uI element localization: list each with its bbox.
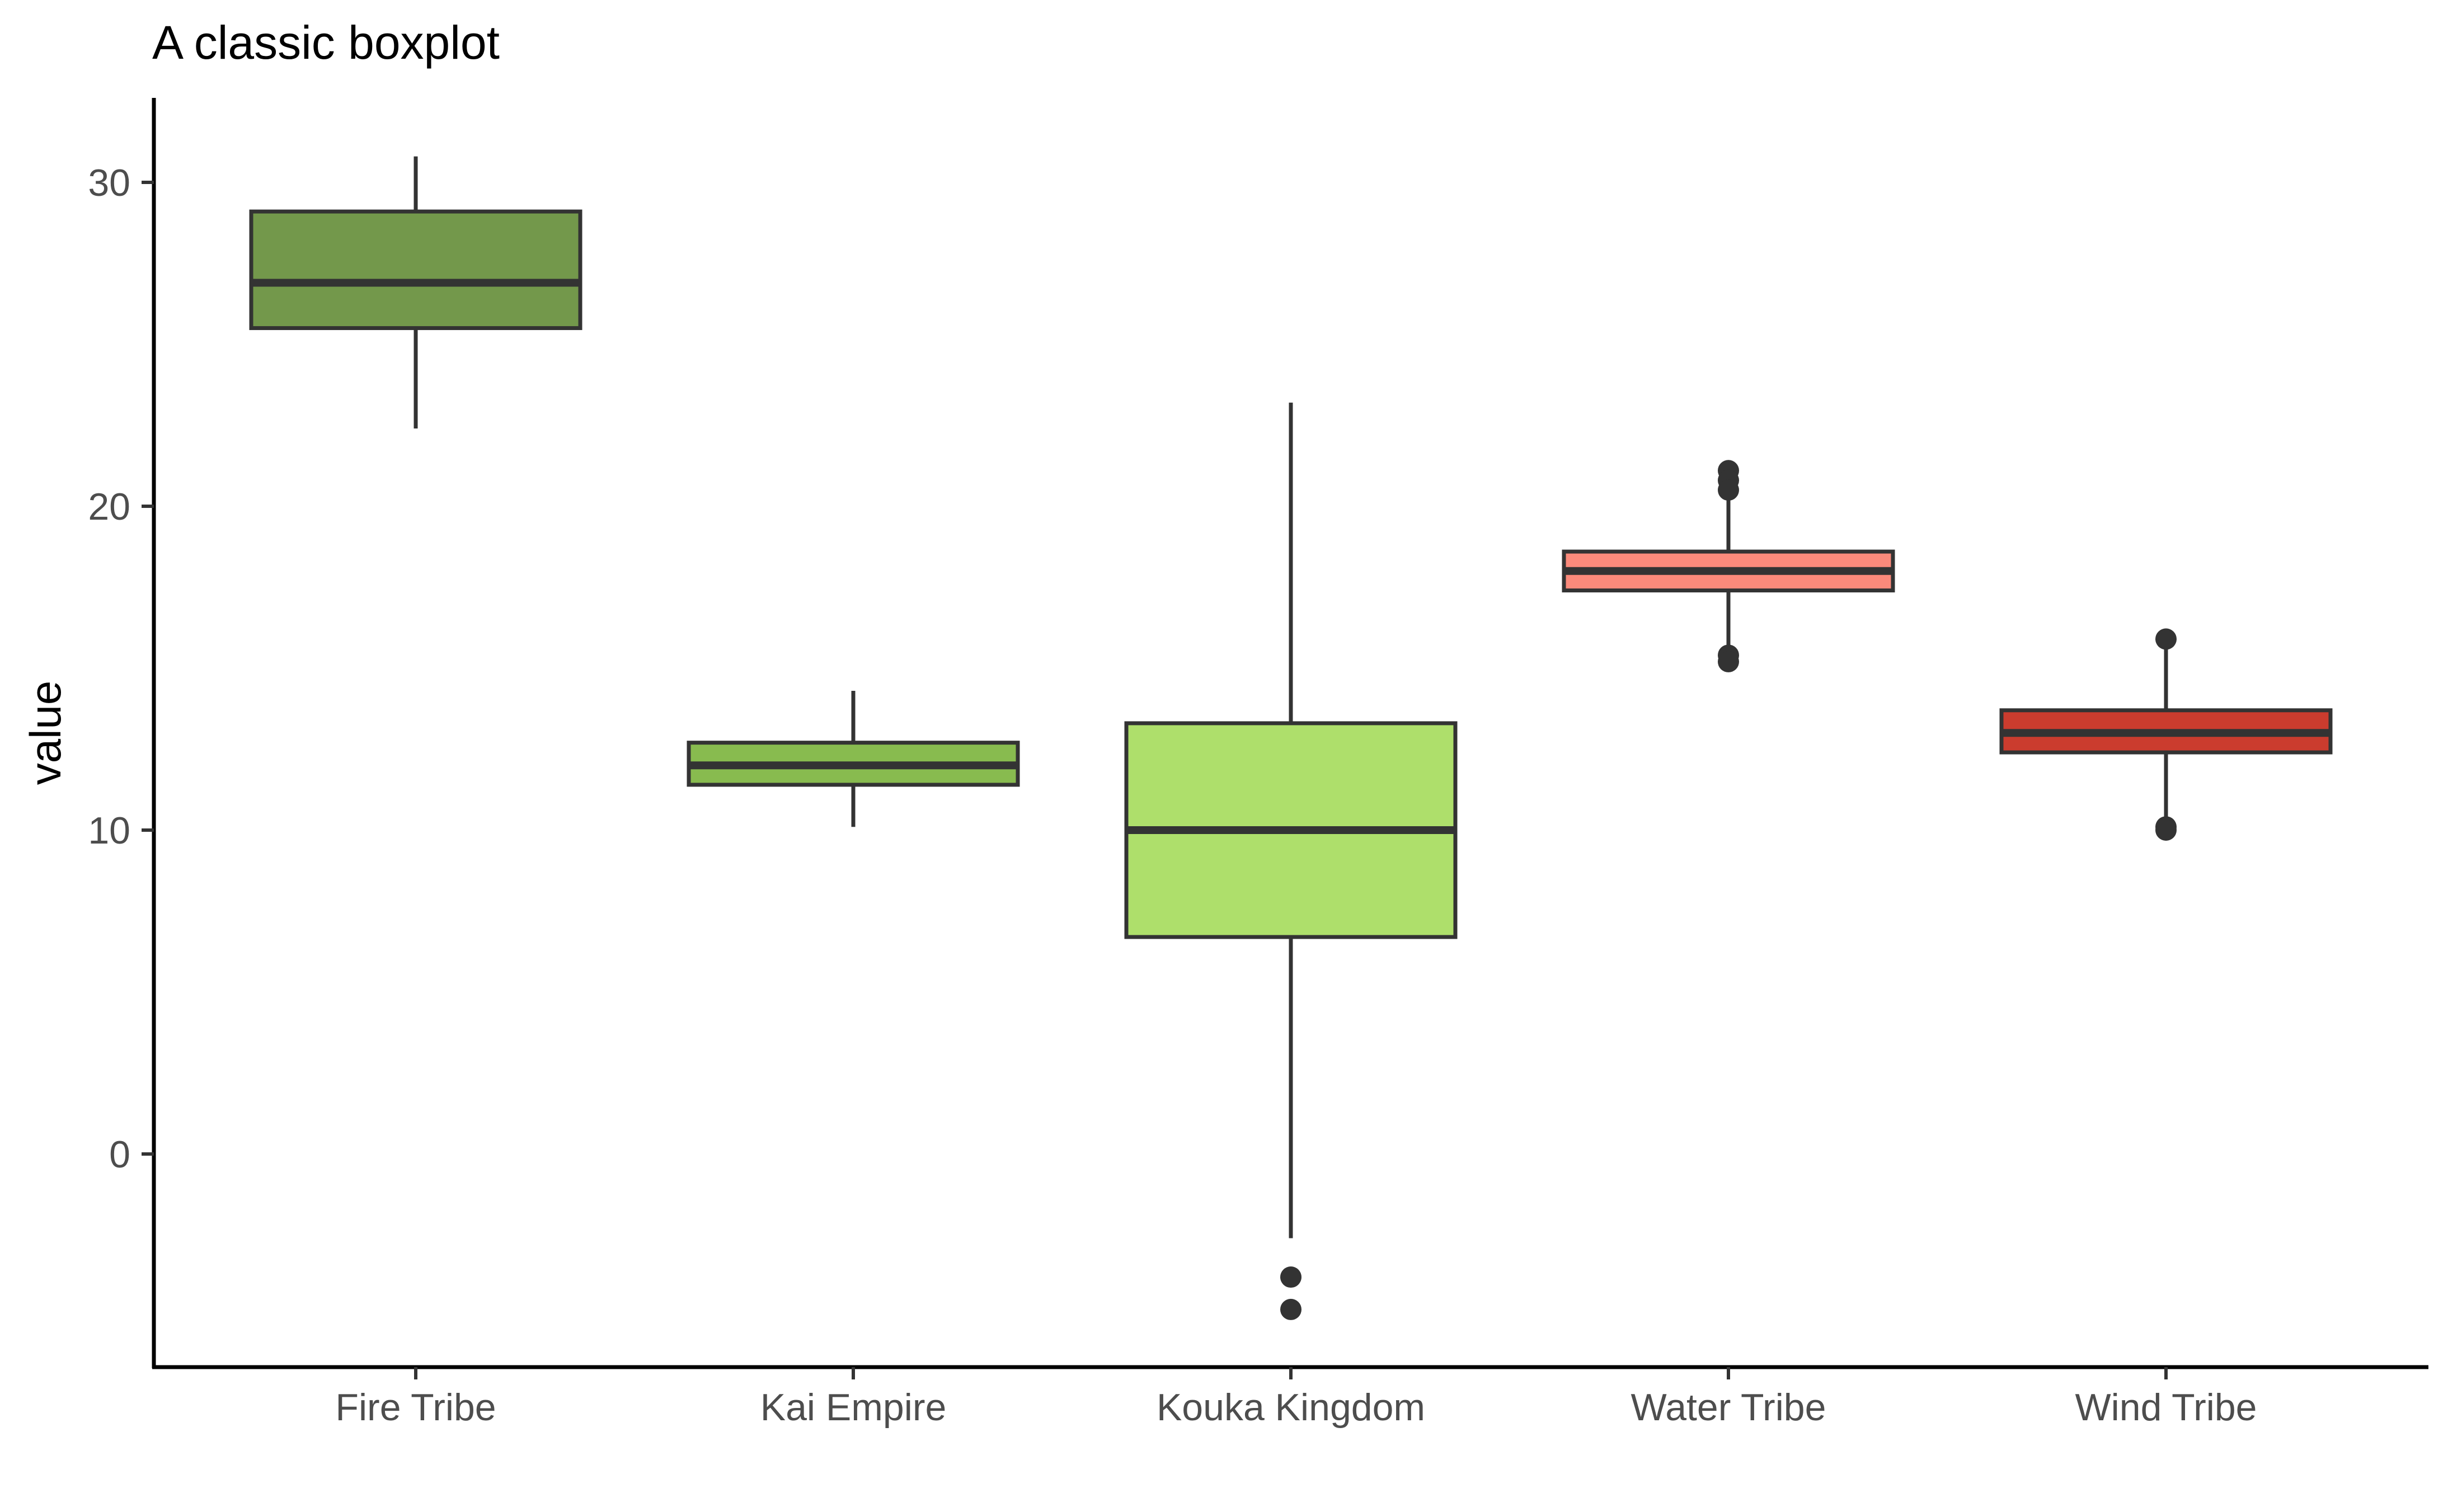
x-tick-label-water-tribe: Water Tribe bbox=[1631, 1386, 1826, 1429]
outlier-point-water-tribe-5 bbox=[1718, 651, 1739, 672]
chart-title: A classic boxplot bbox=[152, 16, 500, 69]
outlier-point-wind-tribe-1 bbox=[2155, 628, 2177, 650]
box-kai-empire bbox=[687, 691, 1020, 827]
axis-ticks: Fire Tribe Kai Empire Kouka Kingdom Water T… bbox=[88, 162, 2257, 1429]
x-tick-label-fire-tribe: Fire Tribe bbox=[335, 1386, 496, 1429]
y-tick-label-30: 30 bbox=[88, 162, 130, 204]
box-kouka-kingdom bbox=[1124, 402, 1458, 1320]
x-tick-label-kouka-kingdom: Kouka Kingdom bbox=[1157, 1386, 1425, 1429]
outlier-point-wind-tribe-3 bbox=[2155, 819, 2177, 841]
box-wind-tribe bbox=[1999, 628, 2333, 841]
x-tick-label-kai-empire: Kai Empire bbox=[760, 1386, 947, 1429]
y-axis-title: value bbox=[21, 681, 70, 785]
outlier-point-water-tribe-3 bbox=[1718, 479, 1739, 501]
y-tick-label-0: 0 bbox=[109, 1133, 130, 1176]
outlier-point-kouka-kingdom-2 bbox=[1280, 1298, 1301, 1320]
outlier-point-kouka-kingdom-1 bbox=[1280, 1266, 1301, 1288]
box-fire-tribe bbox=[249, 156, 582, 429]
box-water-tribe bbox=[1562, 460, 1895, 672]
y-tick-label-10: 10 bbox=[88, 809, 130, 852]
iqr-box-fire-tribe bbox=[249, 209, 582, 331]
plot-area bbox=[249, 156, 2333, 1320]
y-tick-label-20: 20 bbox=[88, 486, 130, 528]
x-tick-label-wind-tribe: Wind Tribe bbox=[2075, 1386, 2257, 1429]
